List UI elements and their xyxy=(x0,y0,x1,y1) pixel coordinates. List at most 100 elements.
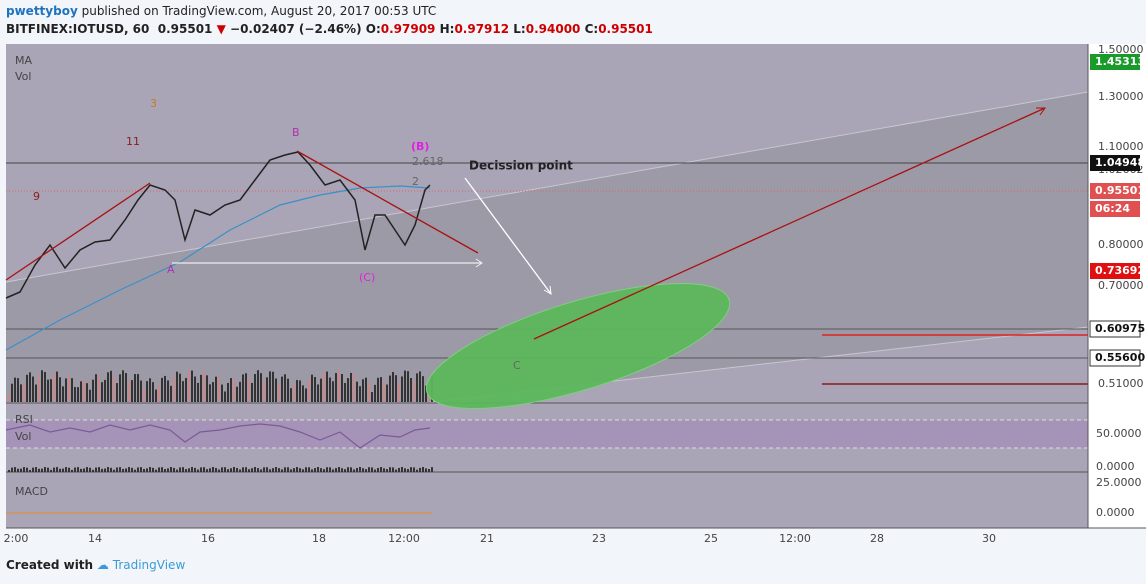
volume-bar xyxy=(161,377,163,402)
volume-bar xyxy=(110,370,112,402)
volume-bar xyxy=(326,467,328,472)
volume-bar xyxy=(314,468,316,472)
volume-bar xyxy=(113,469,115,472)
volume-bar xyxy=(80,468,82,472)
volume-bar xyxy=(131,467,133,472)
volume-bar xyxy=(260,373,262,402)
wave-label: B xyxy=(292,126,300,139)
volume-bar xyxy=(299,380,301,402)
volume-bar xyxy=(242,467,244,472)
volume-bar xyxy=(212,467,214,472)
volume-bar xyxy=(365,377,367,402)
wave-label: 11 xyxy=(126,135,140,148)
volume-bar xyxy=(404,370,406,402)
volume-bar xyxy=(11,383,13,402)
volume-bar xyxy=(245,373,247,402)
volume-bar xyxy=(116,383,118,402)
volume-bar xyxy=(23,467,25,472)
volume-bar xyxy=(410,467,412,472)
open: 0.97909 xyxy=(380,22,436,36)
volume-bar xyxy=(233,379,235,402)
volume-bar xyxy=(218,377,220,402)
price-box-label: 0.60975 xyxy=(1095,322,1145,335)
volume-bar xyxy=(74,467,76,472)
volume-bar xyxy=(245,467,247,472)
volume-bar xyxy=(386,384,388,402)
volume-bar xyxy=(413,380,415,402)
volume-bar xyxy=(353,374,355,402)
panel-label: Vol xyxy=(15,70,31,83)
volume-bar xyxy=(188,371,190,402)
l-label: L: xyxy=(513,22,526,36)
arrow-head xyxy=(1036,107,1046,116)
volume-bar xyxy=(152,467,154,472)
price-box xyxy=(1090,183,1140,199)
volume-bar xyxy=(308,467,310,472)
volume-bar xyxy=(335,468,337,472)
volume-bar xyxy=(422,376,424,402)
volume-bar xyxy=(284,467,286,472)
volume-bar xyxy=(158,385,160,402)
volume-bar xyxy=(359,467,361,472)
channel-top xyxy=(5,91,1089,283)
volume-bar xyxy=(221,384,223,402)
time-label: 30 xyxy=(982,532,996,545)
arrow xyxy=(533,107,1046,340)
volume-bar xyxy=(20,468,22,472)
volume-bar xyxy=(356,381,358,402)
volume-bar xyxy=(77,467,79,472)
volume-bar xyxy=(275,378,277,402)
symbol: BITFINEX:IOTUSD, 60 xyxy=(6,22,150,36)
author[interactable]: pwettyboy xyxy=(6,4,78,18)
volume-bar xyxy=(389,467,391,472)
arrow-head xyxy=(543,285,552,295)
volume-bar xyxy=(47,467,49,472)
price-box xyxy=(1090,201,1140,217)
volume-bar xyxy=(158,467,160,472)
target-zone xyxy=(425,283,731,409)
volume-bar xyxy=(38,468,40,472)
volume-bar xyxy=(419,467,421,472)
volume-bar xyxy=(398,383,400,402)
volume-bar xyxy=(173,376,175,402)
time-label: 18 xyxy=(312,532,326,545)
volume-bar xyxy=(101,468,103,472)
volume-bar xyxy=(95,374,97,402)
volume-bar xyxy=(290,388,292,402)
volume-bar xyxy=(275,467,277,472)
volume-bar xyxy=(191,370,193,402)
volume-bar xyxy=(17,468,19,472)
volume-bar xyxy=(140,380,142,402)
volume-bar xyxy=(77,387,79,402)
volume-bar xyxy=(335,373,337,402)
volume-bar xyxy=(134,374,136,402)
volume-bar xyxy=(167,380,169,402)
volume-bar xyxy=(296,467,298,472)
volume-bar xyxy=(134,469,136,472)
volume-bar xyxy=(89,467,91,472)
volume-bar xyxy=(119,467,121,472)
volume-bar xyxy=(35,384,37,402)
volume-bar xyxy=(44,467,46,472)
channel xyxy=(6,92,1088,402)
volume-bar xyxy=(146,381,148,402)
annotation: Decission point xyxy=(469,159,573,173)
price xyxy=(5,151,431,299)
volume-bar xyxy=(302,469,304,472)
volume-bar xyxy=(332,469,334,472)
time-label: 25 xyxy=(704,532,718,545)
volume-bar xyxy=(323,469,325,472)
volume-bar xyxy=(155,389,157,402)
volume-bar xyxy=(11,467,13,472)
volume-bar xyxy=(377,377,379,402)
brand[interactable]: TradingView xyxy=(112,558,186,572)
volume-bar xyxy=(266,467,268,472)
volume-bar xyxy=(47,379,49,402)
volume-bar xyxy=(368,467,370,472)
volume-bar xyxy=(194,467,196,472)
volume-bar xyxy=(107,372,109,402)
volume-bar xyxy=(137,374,139,402)
volume-bar xyxy=(329,467,331,472)
volume-bar xyxy=(326,371,328,402)
arrow-head xyxy=(475,258,483,268)
